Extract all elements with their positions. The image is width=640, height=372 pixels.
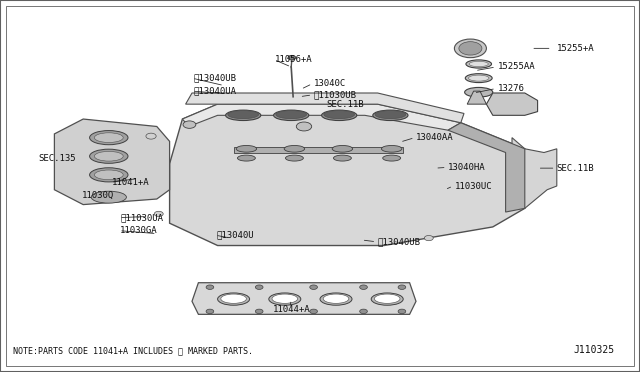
Circle shape [424, 235, 433, 241]
Text: ※13040U: ※13040U [216, 231, 254, 240]
Polygon shape [54, 119, 170, 205]
Ellipse shape [274, 110, 309, 121]
Polygon shape [192, 283, 416, 314]
Ellipse shape [375, 110, 406, 119]
Ellipse shape [383, 155, 401, 161]
Text: J110325: J110325 [573, 345, 614, 355]
Text: SEC.135: SEC.135 [38, 154, 76, 163]
Text: 11041+A: 11041+A [112, 178, 150, 187]
Polygon shape [186, 93, 464, 123]
Text: ※13040UB: ※13040UB [378, 237, 420, 246]
Polygon shape [512, 138, 557, 208]
Ellipse shape [269, 293, 301, 305]
Circle shape [146, 133, 156, 139]
Text: 15255+A: 15255+A [557, 44, 595, 53]
Circle shape [398, 285, 406, 289]
Text: 13040AA: 13040AA [416, 133, 454, 142]
Text: 11030GA: 11030GA [120, 226, 158, 235]
Polygon shape [170, 104, 525, 246]
Ellipse shape [324, 110, 355, 119]
Ellipse shape [90, 131, 128, 145]
Circle shape [454, 39, 486, 58]
Text: SEC.11B: SEC.11B [557, 164, 595, 173]
Text: 13040C: 13040C [314, 79, 346, 88]
Circle shape [296, 122, 312, 131]
Ellipse shape [285, 155, 303, 161]
Ellipse shape [322, 110, 357, 121]
Ellipse shape [465, 87, 493, 97]
Ellipse shape [374, 294, 400, 304]
Ellipse shape [469, 61, 488, 67]
Text: 11056+A: 11056+A [275, 55, 313, 64]
Circle shape [310, 285, 317, 289]
Ellipse shape [323, 294, 349, 304]
Ellipse shape [466, 60, 492, 68]
Ellipse shape [465, 74, 492, 83]
Circle shape [310, 309, 317, 314]
Ellipse shape [95, 170, 124, 180]
Circle shape [154, 211, 163, 217]
Circle shape [255, 309, 263, 314]
Ellipse shape [372, 110, 408, 121]
Ellipse shape [95, 133, 124, 142]
Polygon shape [467, 91, 486, 104]
Circle shape [288, 55, 296, 60]
Ellipse shape [218, 293, 250, 305]
Circle shape [206, 285, 214, 289]
Circle shape [255, 285, 263, 289]
Ellipse shape [272, 294, 298, 304]
Text: ※11030UA: ※11030UA [120, 213, 163, 222]
Circle shape [459, 42, 482, 55]
Ellipse shape [237, 155, 255, 161]
Text: 13276: 13276 [498, 84, 525, 93]
Ellipse shape [333, 155, 351, 161]
Ellipse shape [276, 110, 307, 119]
Ellipse shape [371, 293, 403, 305]
Circle shape [183, 121, 196, 128]
Ellipse shape [92, 191, 127, 203]
Text: SEC.11B: SEC.11B [326, 100, 364, 109]
Text: 11030UC: 11030UC [454, 182, 492, 190]
Ellipse shape [95, 151, 124, 161]
Ellipse shape [284, 145, 305, 152]
Text: ※11030UB: ※11030UB [314, 90, 356, 99]
Ellipse shape [320, 293, 352, 305]
Ellipse shape [221, 294, 246, 304]
Circle shape [360, 309, 367, 314]
Circle shape [360, 285, 367, 289]
Ellipse shape [90, 149, 128, 163]
Text: ※13040UB: ※13040UB [193, 74, 236, 83]
Polygon shape [234, 147, 403, 153]
Polygon shape [486, 93, 538, 115]
Text: 11044+A: 11044+A [273, 305, 310, 314]
Polygon shape [182, 104, 461, 130]
Polygon shape [448, 123, 525, 212]
Text: ※13040UA: ※13040UA [193, 87, 236, 96]
Text: NOTE:PARTS CODE 11041+A INCLUDES ※ MARKED PARTS.: NOTE:PARTS CODE 11041+A INCLUDES ※ MARKE… [13, 346, 253, 355]
Text: 15255AA: 15255AA [498, 62, 536, 71]
Ellipse shape [90, 168, 128, 182]
Text: 11030Q: 11030Q [82, 191, 114, 200]
Text: 13040HA: 13040HA [448, 163, 486, 172]
Circle shape [206, 309, 214, 314]
Ellipse shape [381, 145, 402, 152]
Ellipse shape [236, 145, 257, 152]
Ellipse shape [226, 110, 261, 121]
Circle shape [398, 309, 406, 314]
Ellipse shape [332, 145, 353, 152]
Ellipse shape [228, 110, 259, 119]
Ellipse shape [468, 75, 489, 81]
